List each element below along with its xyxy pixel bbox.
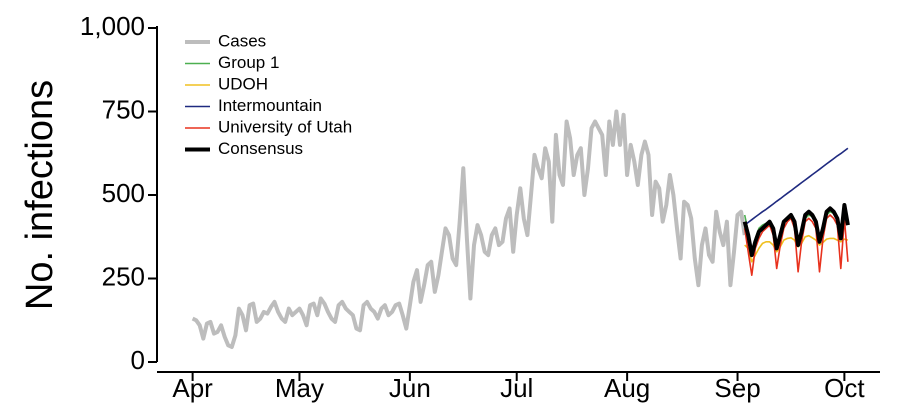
legend-label: Intermountain <box>218 96 322 115</box>
series-line <box>742 203 850 258</box>
x-tick-label: Jul <box>500 373 533 403</box>
y-tick-label: 750 <box>102 94 145 124</box>
y-tick-label: 250 <box>102 261 145 291</box>
x-tick-label: Apr <box>172 373 213 403</box>
x-tick-label: Jun <box>389 373 431 403</box>
legend-label: University of Utah <box>218 117 352 136</box>
y-tick-label: 1,000 <box>80 11 145 41</box>
x-tick-label: May <box>275 373 324 403</box>
legend-label: Cases <box>218 31 266 50</box>
legend-label: Group 1 <box>218 53 279 72</box>
series-line <box>743 214 849 276</box>
legend-label: UDOH <box>218 74 268 93</box>
x-tick-label: Sep <box>714 373 760 403</box>
y-tick-label: 0 <box>131 345 145 375</box>
series-line <box>744 147 849 226</box>
y-axis-label: No. infections <box>19 80 61 310</box>
legend-label: Consensus <box>218 139 303 158</box>
series-line <box>191 109 747 349</box>
y-tick-label: 500 <box>102 178 145 208</box>
x-tick-label: Aug <box>604 373 650 403</box>
x-tick-label: Oct <box>824 373 865 403</box>
